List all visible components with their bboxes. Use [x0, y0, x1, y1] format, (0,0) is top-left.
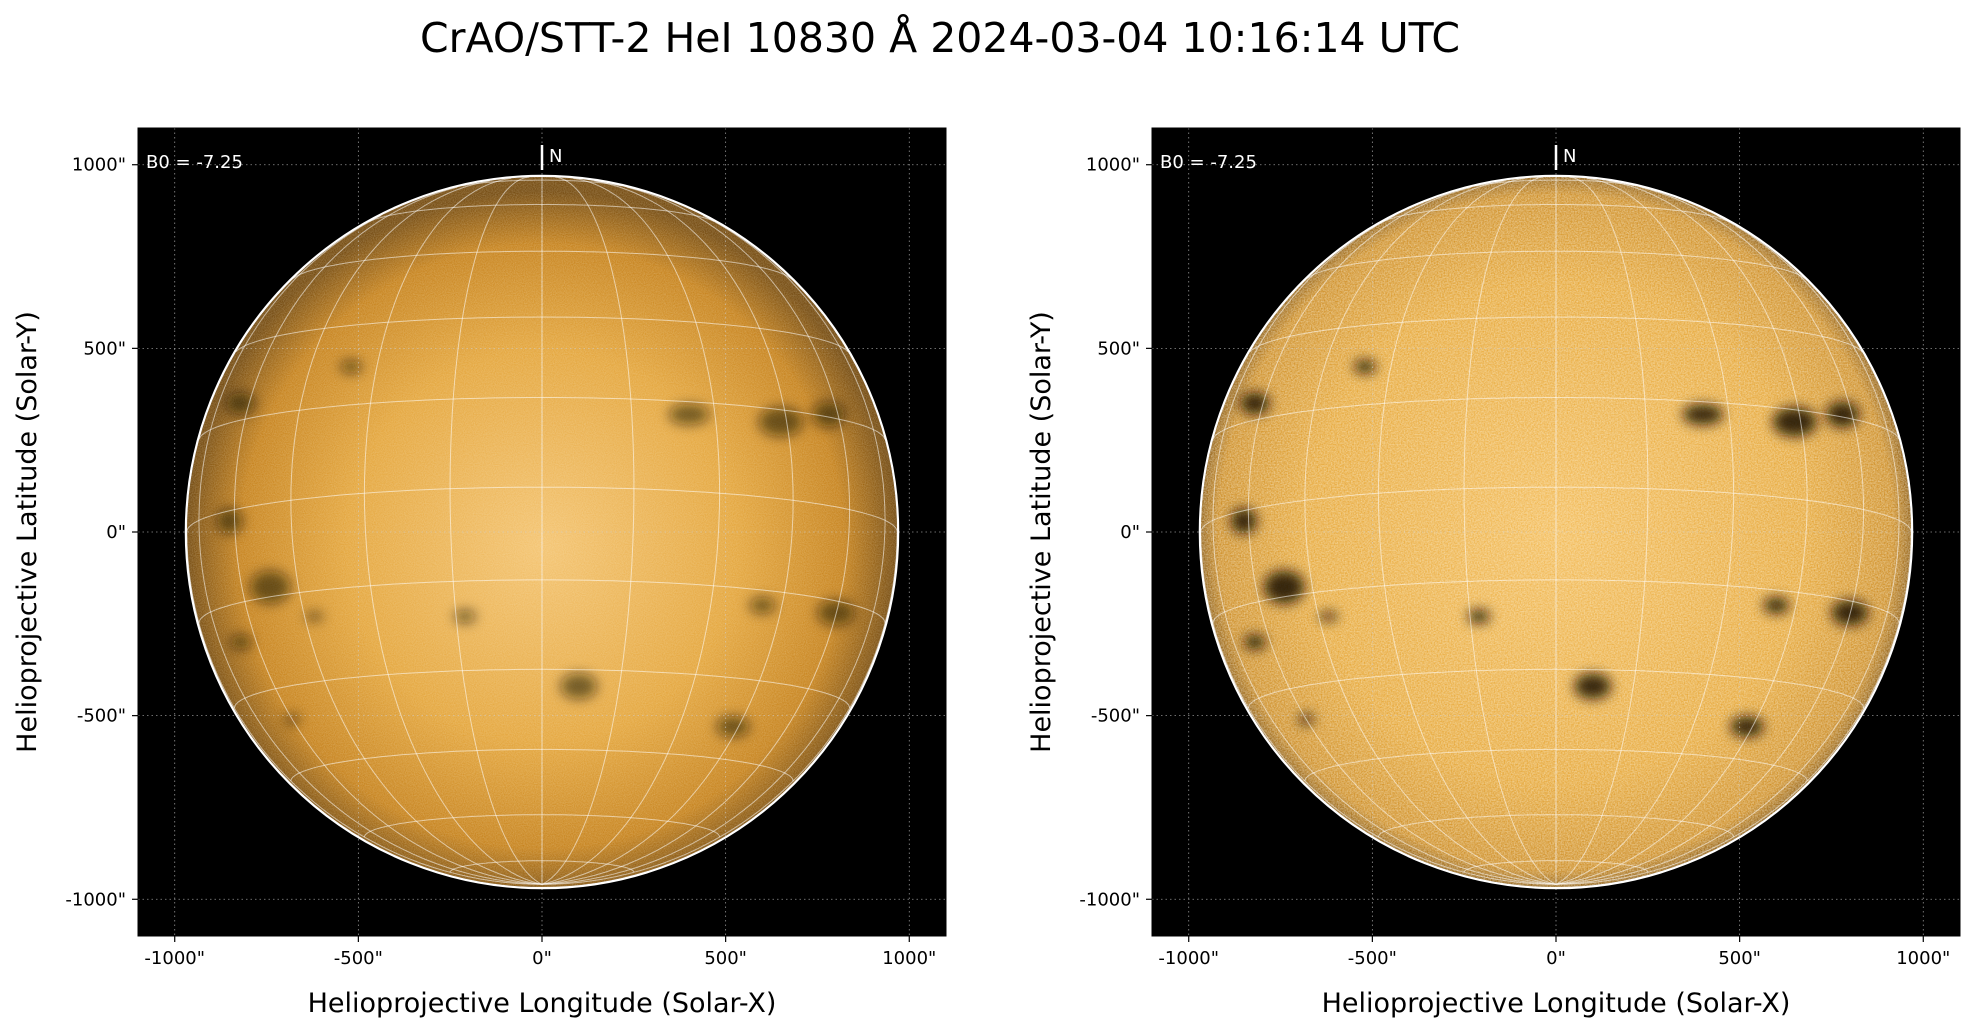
- grid-line: [541, 180, 794, 885]
- x-tick-label: -500": [334, 948, 383, 969]
- grid-line: [541, 176, 635, 885]
- x-tick-label: 500": [704, 948, 747, 969]
- grid-line: [1200, 531, 1557, 885]
- x-tick-label: 500": [1718, 948, 1761, 969]
- y-tick-label: 0": [106, 522, 126, 543]
- grid-line: [186, 531, 543, 885]
- y-tick-label: 0": [1120, 522, 1140, 543]
- filament: [1467, 609, 1490, 624]
- y-tick-label: 1000": [1086, 155, 1140, 176]
- grid-line: [1555, 180, 1808, 885]
- heliographic-grid: [1200, 176, 1912, 885]
- filament: [1240, 392, 1270, 415]
- filament: [1319, 612, 1338, 621]
- grid-line: [1377, 177, 1557, 885]
- grid-line: [1555, 186, 1865, 885]
- filament: [749, 597, 776, 614]
- y-tick-label: 1000": [72, 155, 126, 176]
- grid-line: [290, 180, 543, 885]
- y-tick-label: -1000": [1079, 889, 1140, 910]
- x-tick-label: 1000": [1896, 948, 1950, 969]
- filament: [216, 508, 243, 534]
- grid-line: [449, 176, 543, 885]
- north-label: N: [549, 146, 562, 167]
- x-tick-label: -1000": [1158, 948, 1219, 969]
- x-tick-label: 1000": [882, 948, 936, 969]
- grid-line: [541, 215, 886, 885]
- grid-line: [1212, 215, 1557, 885]
- filament: [1682, 404, 1724, 425]
- filament: [453, 609, 476, 624]
- y-tick-label: -1000": [65, 889, 126, 910]
- grid-line: [541, 177, 721, 885]
- heliographic-grid: [186, 176, 898, 885]
- x-axis-label: Helioprojective Longitude (Solar-X): [1322, 988, 1791, 1019]
- grid-line: [541, 531, 898, 885]
- solar-limb: [1198, 174, 1914, 890]
- grid-line: [198, 215, 543, 885]
- y-axis-label: Helioprojective Latitude (Solar-Y): [1026, 311, 1057, 753]
- x-tick-label: -1000": [144, 948, 205, 969]
- y-tick-label: -500": [1091, 706, 1140, 727]
- filament: [1574, 673, 1612, 700]
- north-label: N: [1563, 146, 1576, 167]
- filament: [716, 716, 750, 737]
- grid-line: [233, 186, 543, 885]
- panels-layer: -1000" -500" 0" 500" 1000" 1000" 500" 0" -500" -1…: [12, 127, 1961, 1019]
- b0-annotation: B0 = -7.25: [146, 152, 243, 173]
- filament: [229, 634, 252, 650]
- grid-line: [1555, 176, 1649, 885]
- filament: [758, 407, 803, 437]
- filament: [1763, 597, 1790, 614]
- filament: [1772, 407, 1817, 437]
- filament: [1354, 360, 1377, 374]
- grid-line: [1463, 176, 1557, 885]
- filament: [560, 673, 598, 700]
- filament: [226, 392, 256, 415]
- filament: [1264, 570, 1305, 604]
- x-axis-label: Helioprojective Longitude (Solar-X): [308, 988, 777, 1019]
- x-tick-label: 0": [532, 948, 552, 969]
- filament: [250, 570, 291, 604]
- grid-line: [1247, 186, 1557, 885]
- y-tick-label: -500": [77, 706, 126, 727]
- y-tick-label: 500": [1097, 338, 1140, 359]
- filament: [668, 404, 710, 425]
- solar-limb: [184, 174, 900, 890]
- y-tick-label: 500": [83, 338, 126, 359]
- y-axis-label: Helioprojective Latitude (Solar-Y): [12, 311, 43, 753]
- grid-line: [363, 177, 543, 885]
- filament: [1243, 634, 1266, 650]
- b0-annotation: B0 = -7.25: [1160, 152, 1257, 173]
- right-panel: -1000" -500" 0" 500" 1000" 1000" 500" 0" -500" -1…: [1026, 127, 1961, 1019]
- figure-title: CrAO/STT-2 HeI 10830 Å 2024-03-04 10:16:…: [420, 14, 1460, 62]
- x-tick-label: 0": [1546, 948, 1566, 969]
- filament: [1230, 508, 1257, 534]
- left-panel: -1000" -500" 0" 500" 1000" 1000" 500" 0" -500" -1…: [12, 127, 947, 1019]
- grid-line: [541, 186, 851, 885]
- grid-line: [1555, 215, 1900, 885]
- filament: [340, 360, 363, 374]
- filament: [1730, 716, 1764, 737]
- grid-line: [1555, 531, 1912, 885]
- grid-line: [1555, 177, 1735, 885]
- filament-group: [216, 360, 855, 737]
- filament: [305, 612, 324, 621]
- x-tick-label: -500": [1348, 948, 1397, 969]
- grid-line: [1304, 180, 1557, 885]
